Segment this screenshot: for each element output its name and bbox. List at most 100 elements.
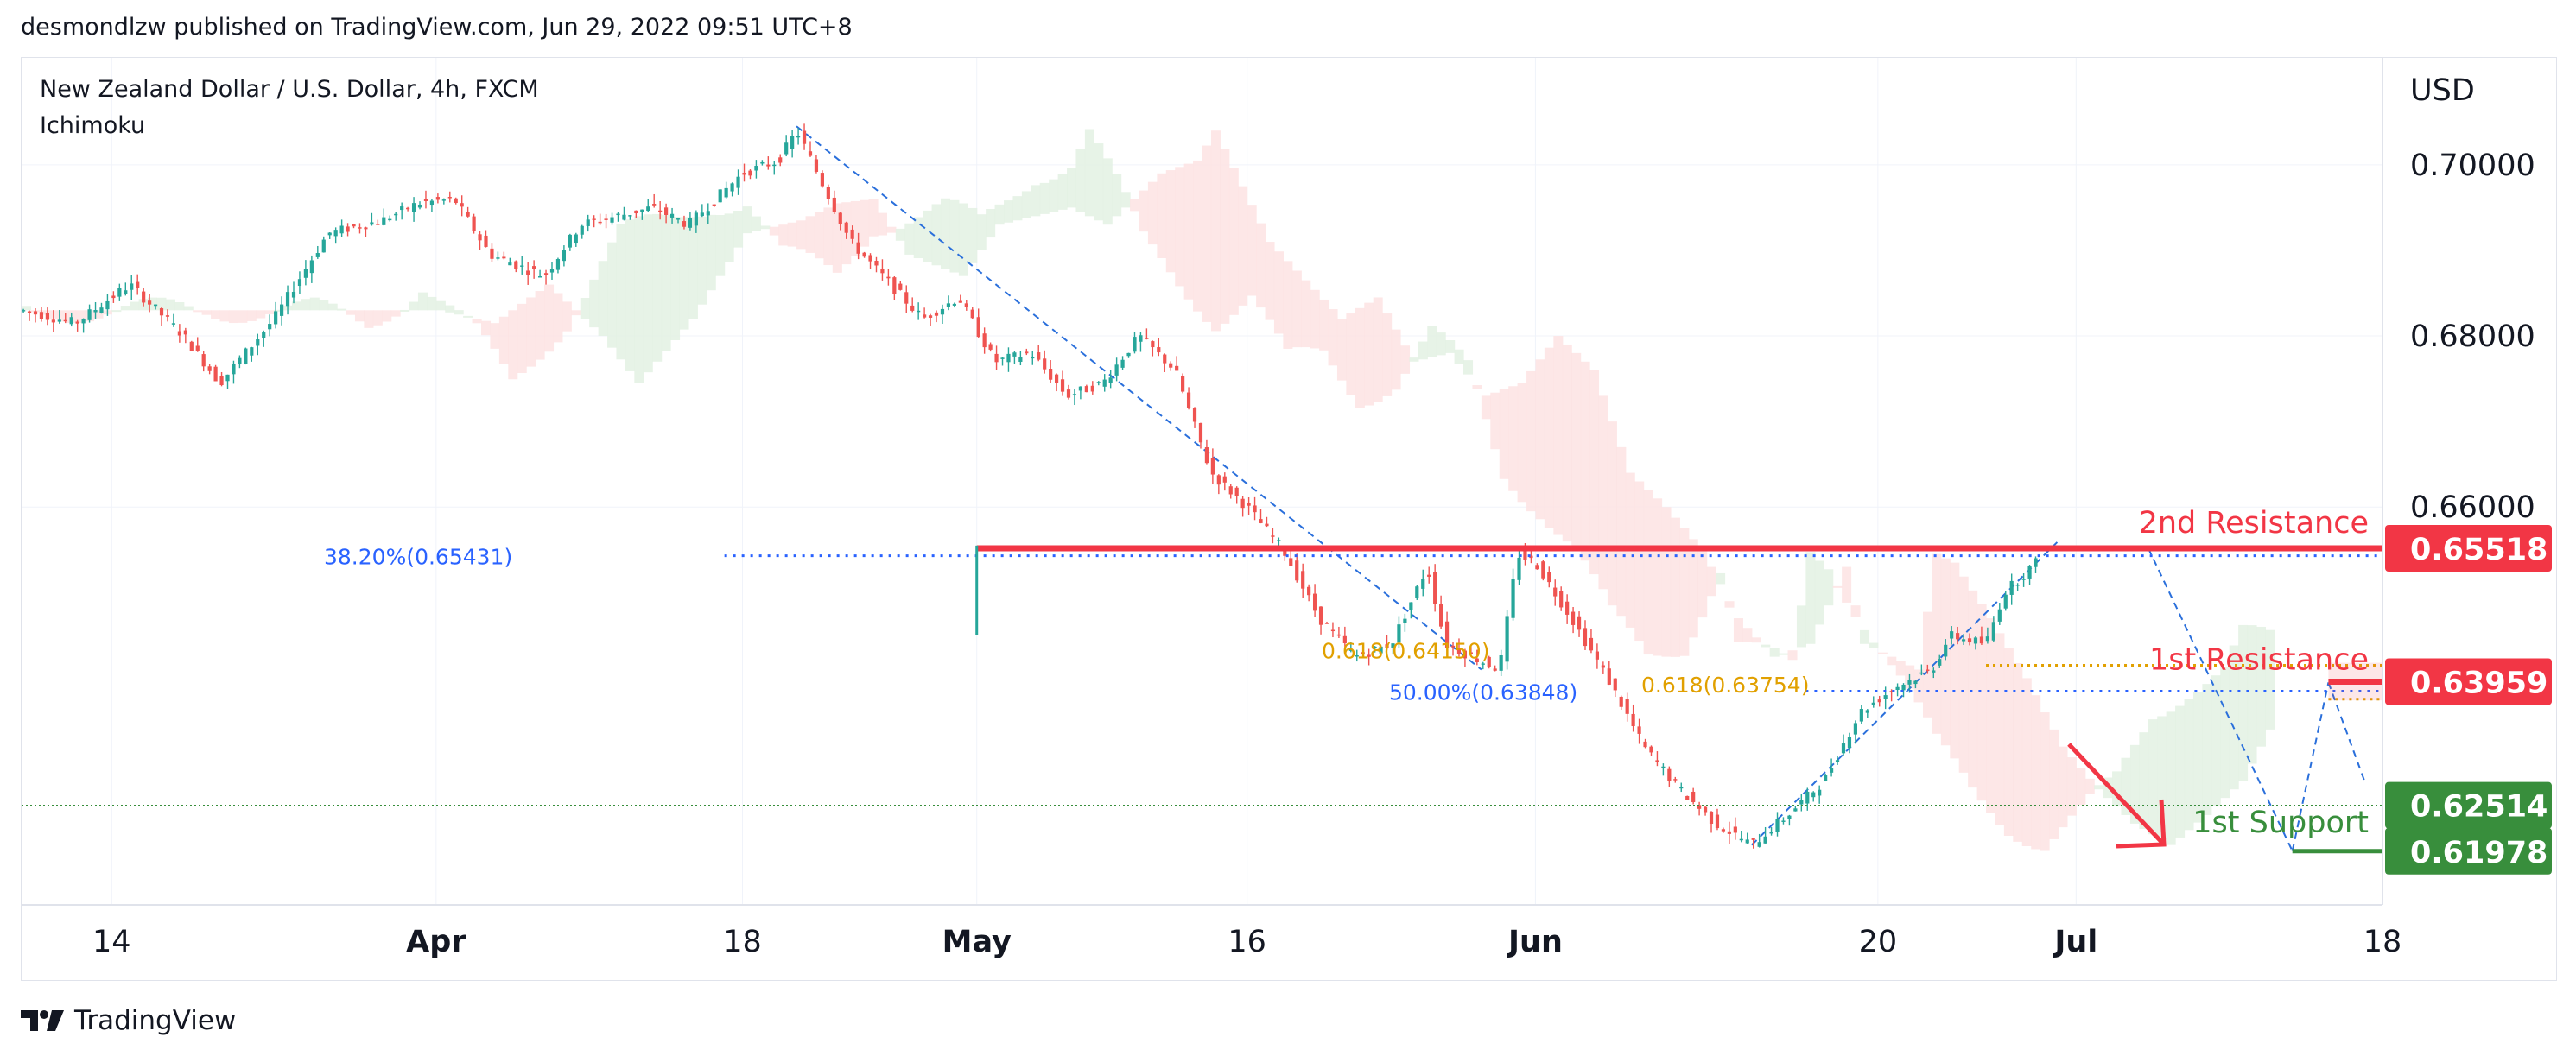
candle-body xyxy=(1835,760,1840,762)
cloud-segment xyxy=(598,261,608,337)
candle-body xyxy=(1601,665,1605,668)
cloud-segment xyxy=(1724,601,1735,608)
cloud-segment xyxy=(706,214,716,291)
cloud-segment xyxy=(1463,360,1474,375)
cloud-segment xyxy=(490,323,500,349)
candle-body xyxy=(982,333,987,348)
price-badge xyxy=(2385,781,2552,829)
candle-body xyxy=(886,276,891,279)
cloud-segment xyxy=(1094,143,1104,221)
candle-body xyxy=(778,157,783,163)
candle-body xyxy=(880,269,885,274)
cloud-segment xyxy=(1526,370,1537,512)
cloud-segment xyxy=(787,222,797,247)
candle-body xyxy=(1090,385,1094,392)
candle-body xyxy=(1829,768,1834,773)
cloud-segment xyxy=(1688,539,1698,638)
price-badge-label: 0.63959 xyxy=(2410,666,2547,700)
cloud-segment xyxy=(1112,174,1122,217)
cloud-segment xyxy=(2013,663,2023,842)
candle-body xyxy=(604,218,608,220)
candle-body xyxy=(417,204,422,208)
cloud-segment xyxy=(1147,181,1158,245)
cloud-segment xyxy=(1139,190,1149,232)
candle-body xyxy=(1877,699,1881,703)
cloud-segment xyxy=(390,310,401,317)
candle-body xyxy=(1307,586,1311,596)
cloud-segment xyxy=(1697,549,1708,618)
candle-body xyxy=(1271,535,1275,537)
cloud-segment xyxy=(2265,629,2275,730)
candle-body xyxy=(640,209,644,212)
candle-body xyxy=(1703,806,1708,813)
cloud-segment xyxy=(1165,170,1176,273)
candle-body xyxy=(165,315,170,317)
cloud-segment xyxy=(1102,158,1113,225)
candle-body xyxy=(57,319,61,322)
cloud-segment xyxy=(1733,618,1743,642)
candle-body xyxy=(892,277,897,294)
cloud-segment xyxy=(1887,656,1897,666)
cloud-segment xyxy=(2238,624,2249,781)
cloud-segment xyxy=(228,310,238,324)
candle-body xyxy=(549,269,555,273)
cloud-segment xyxy=(823,207,834,266)
price-badge xyxy=(2385,658,2552,705)
candle-body xyxy=(1475,658,1479,662)
cloud-segment xyxy=(2058,746,2068,828)
tradingview-logo[interactable]: TradingView xyxy=(21,1003,236,1038)
arrow-head xyxy=(2116,799,2167,849)
cloud-segment xyxy=(1012,196,1023,221)
candle-body xyxy=(917,310,921,313)
cloud-segment xyxy=(562,301,572,332)
candle-body xyxy=(1691,791,1696,803)
candle-body xyxy=(1805,791,1810,804)
cloud-segment xyxy=(1869,642,1879,648)
candle-body xyxy=(1727,831,1731,834)
candle-body xyxy=(2027,566,2032,579)
cloud-segment xyxy=(219,310,230,322)
cloud-segment xyxy=(1039,182,1050,214)
candle-body xyxy=(232,364,236,375)
cloud-segment xyxy=(1247,205,1257,296)
cloud-segment xyxy=(1598,395,1608,590)
candle-body xyxy=(2034,558,2038,567)
candle-body xyxy=(712,204,716,206)
cloud-segment xyxy=(454,310,464,315)
cloud-segment xyxy=(688,217,698,319)
candle-body xyxy=(1012,352,1017,357)
candle-body xyxy=(1330,629,1336,632)
candle-body xyxy=(339,225,344,234)
candle-body xyxy=(1950,631,1954,639)
candle-body xyxy=(1409,602,1413,610)
candle-body xyxy=(327,232,332,236)
candle-body xyxy=(1120,359,1125,368)
candle-body xyxy=(1824,775,1828,781)
candle-body xyxy=(1631,713,1635,727)
cloud-segment xyxy=(1031,185,1041,217)
cloud-segment xyxy=(643,214,653,373)
candle-body xyxy=(1956,633,1960,640)
candle-body xyxy=(1421,579,1425,589)
cloud-segment xyxy=(319,300,329,311)
cloud-segment xyxy=(2229,645,2239,790)
cloud-segment xyxy=(913,217,923,259)
candle-body xyxy=(1175,365,1179,371)
candle-body xyxy=(244,348,248,364)
candles xyxy=(22,123,2038,849)
resistance-zone xyxy=(2328,662,2382,701)
candle-body xyxy=(616,213,620,216)
candle-body xyxy=(105,300,110,310)
cloud-segment xyxy=(652,213,663,362)
cloud-segment xyxy=(183,306,194,311)
candle-body xyxy=(904,292,909,304)
candle-body xyxy=(1096,382,1101,383)
cloud-segment xyxy=(327,303,338,311)
time-tick-label: 14 xyxy=(92,925,131,959)
cloud-segment xyxy=(435,300,446,311)
candle-body xyxy=(1342,635,1347,643)
candle-body xyxy=(124,290,128,294)
cloud-segment xyxy=(1382,313,1393,396)
candle-body xyxy=(1535,565,1539,570)
